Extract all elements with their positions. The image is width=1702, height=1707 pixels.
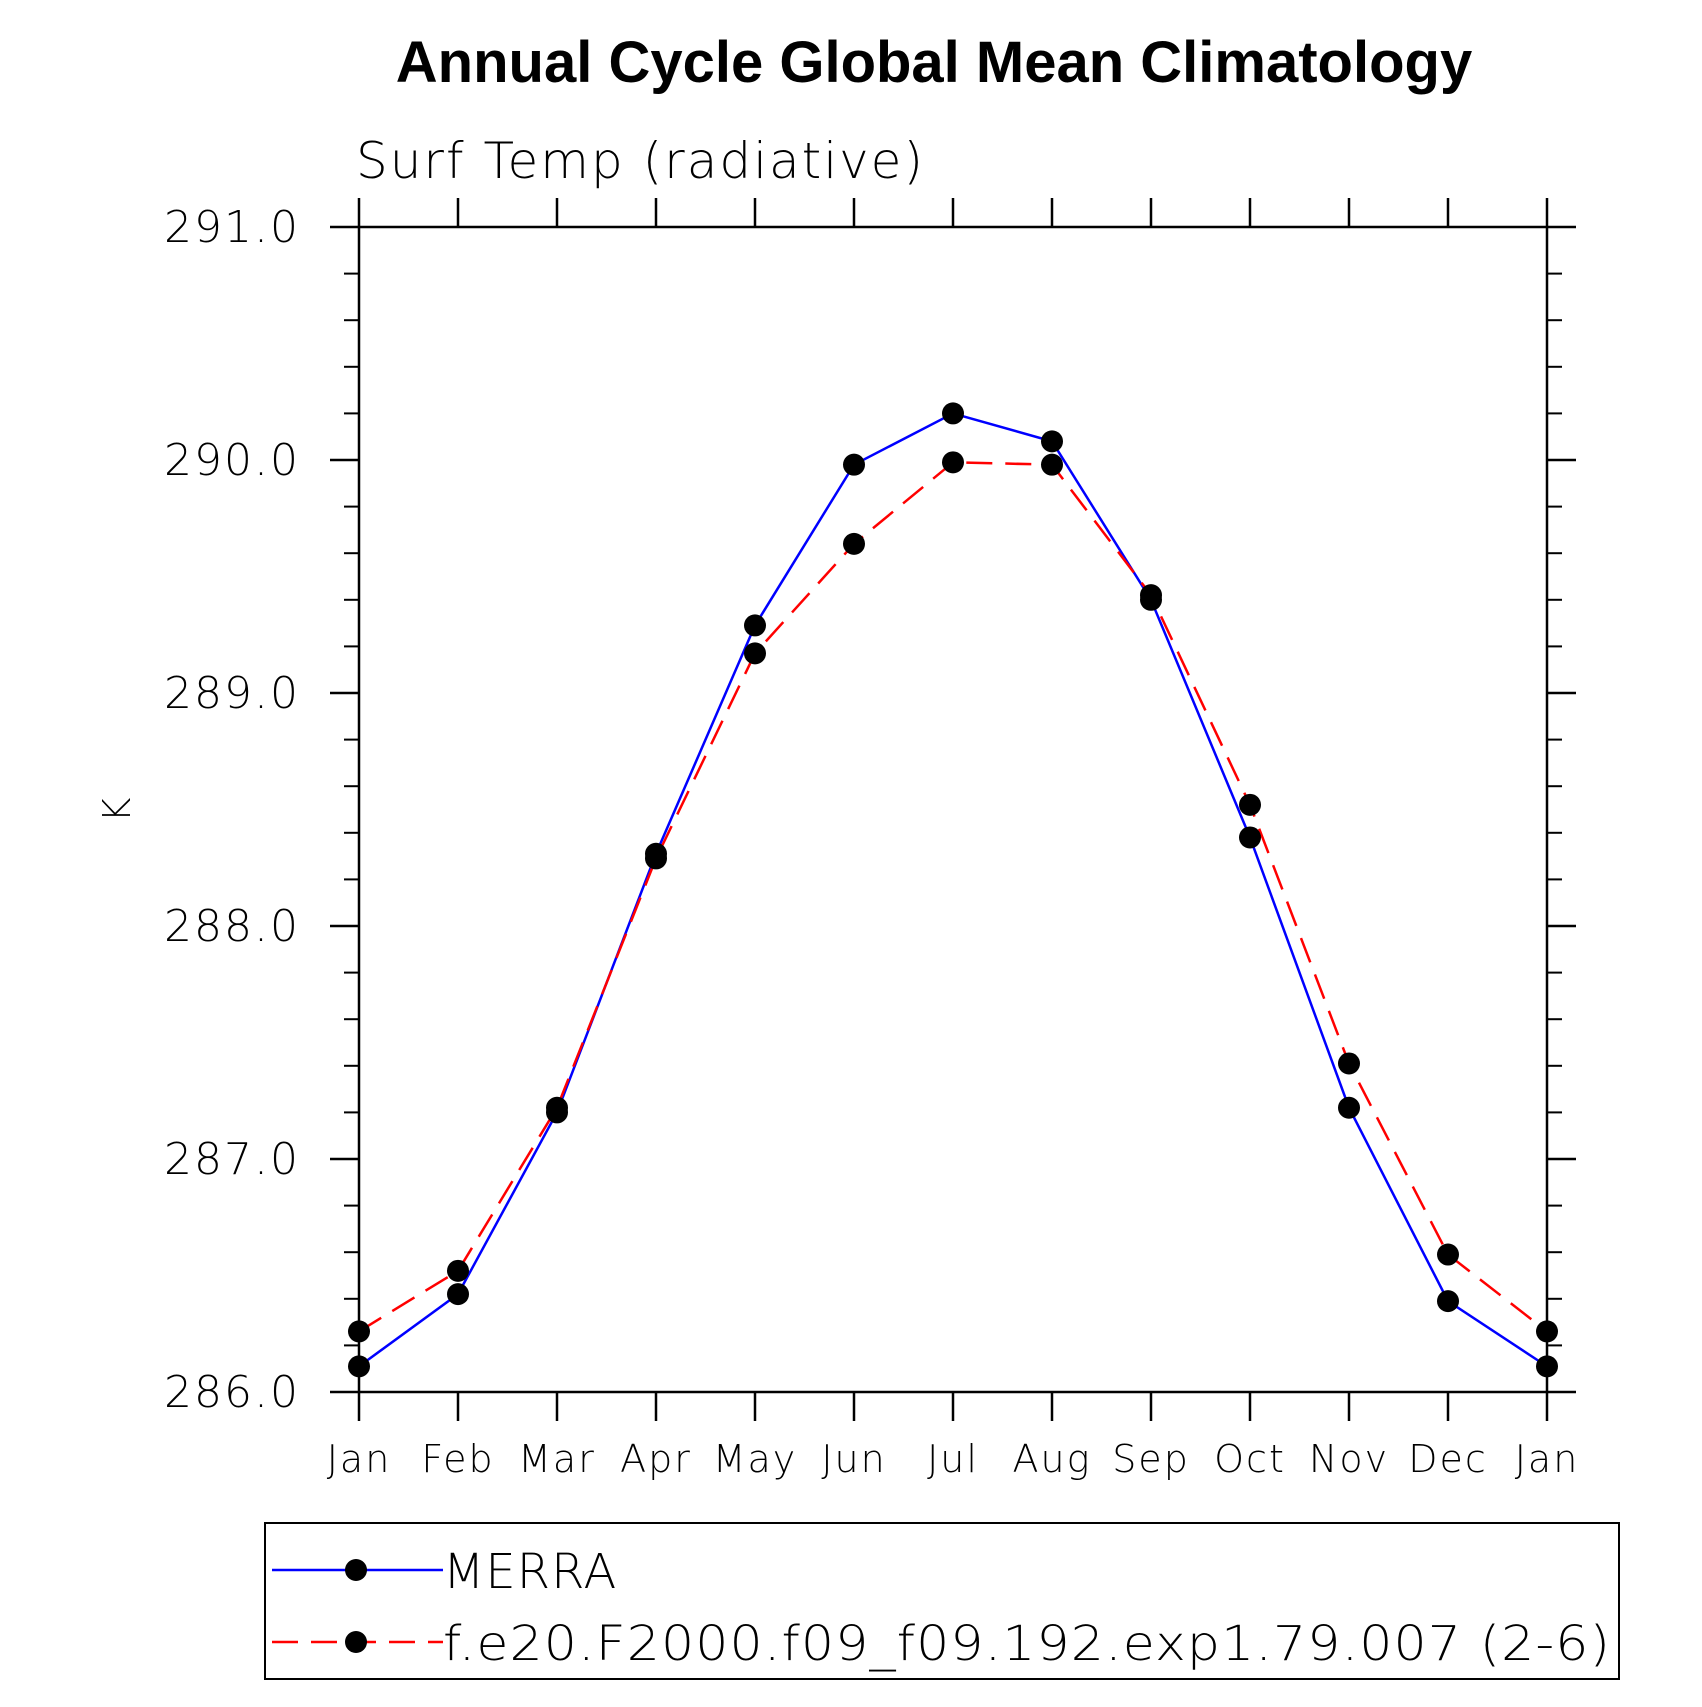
data-point-experiment [1437,1243,1459,1266]
data-point-merra [843,453,865,476]
data-point-experiment [348,1320,370,1343]
legend-box [264,1522,1620,1680]
series-line-experiment [358,461,1548,1333]
data-point-experiment [447,1259,469,1282]
chart-subtitle: Surf Temp (radiative) [356,132,925,190]
data-point-experiment [1338,1052,1360,1075]
x-tick-label: Oct [1214,1437,1286,1481]
data-point-merra [942,402,964,425]
data-point-merra [447,1283,469,1306]
x-tick-label: Sep [1112,1437,1190,1481]
y-tick-label: 286.0 [164,1367,300,1418]
data-point-experiment [744,642,766,665]
y-tick-label: 291.0 [164,202,300,253]
data-point-merra [1536,1355,1558,1378]
data-point-experiment [942,451,964,474]
x-tick-label: Nov [1309,1437,1389,1481]
data-point-experiment [1536,1320,1558,1343]
data-point-merra [1437,1290,1459,1313]
series-line-merra [358,412,1548,1368]
data-point-experiment [1140,584,1162,607]
data-point-merra [1239,826,1261,849]
y-tick-label: 290.0 [164,435,300,486]
chart-title: Annual Cycle Global Mean Climatology [396,30,1472,95]
x-tick-label: Aug [1013,1437,1092,1481]
legend: MERRA f.e20.F2000.f09_f09.192.exp1.79.00… [264,1522,1620,1680]
x-tick-label: Jun [821,1437,886,1481]
x-tick-label: Jul [927,1437,979,1481]
data-point-experiment [1239,793,1261,816]
x-tick-label: Apr [620,1437,692,1481]
series-markers [348,402,1558,1378]
data-point-merra [1041,430,1063,453]
data-point-experiment [1041,453,1063,476]
x-tick-label: May [713,1437,798,1481]
data-point-merra [1338,1096,1360,1119]
data-point-experiment [645,847,667,870]
x-tick-label: Jan [1515,1437,1580,1481]
x-tick-label: Dec [1408,1437,1488,1481]
data-point-merra [744,614,766,637]
legend-marker-merra [345,1559,367,1581]
y-tick-label: 289.0 [164,668,300,719]
legend-label-merra: MERRA [443,1544,617,1600]
legend-marker-experiment [345,1631,367,1653]
x-tick-label: Mar [518,1437,596,1481]
axes: Jan Feb Mar Apr May Jun Jul Aug Sep Oct Nov Dec Jan 2… [164,198,1580,1481]
x-tick-label: Feb [421,1437,494,1481]
plot-frame [357,225,1549,1394]
y-tick-label: 288.0 [164,901,300,952]
series-lines [358,412,1548,1368]
data-point-merra [348,1355,370,1378]
legend-label-experiment: f.e20.F2000.f09_f09.192.exp1.79.007 (2-6… [443,1616,1611,1672]
y-axis-label: K [95,797,139,822]
y-tick-label: 287.0 [164,1134,300,1185]
x-tick-label: Jan [327,1437,392,1481]
data-point-experiment [843,532,865,555]
data-point-experiment [546,1096,568,1119]
